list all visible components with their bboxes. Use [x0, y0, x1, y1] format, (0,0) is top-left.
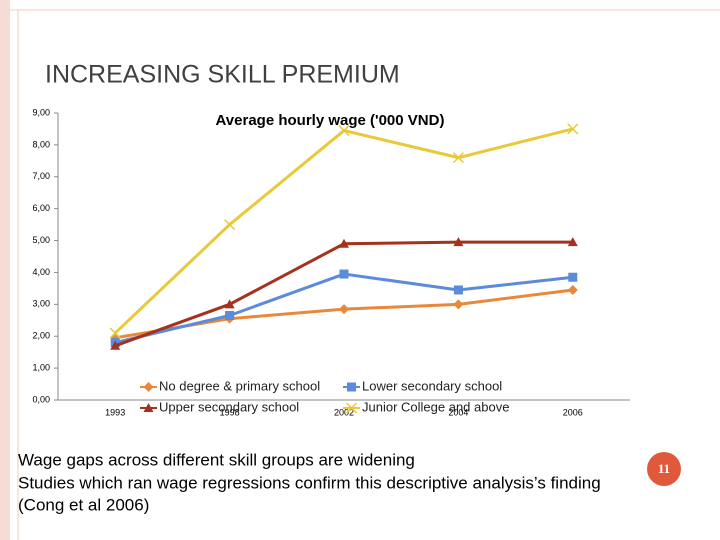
marker: [339, 269, 349, 279]
marker: [567, 123, 579, 135]
page-number: 11: [658, 461, 670, 476]
body-text: Wage gaps across different skill groups …: [18, 450, 415, 469]
chart-title: Average hourly wage ('000 VND): [216, 112, 445, 129]
y-tick-label: 7,00: [32, 171, 50, 181]
x-tick-label: 1998: [220, 407, 240, 417]
legend-marker: [347, 382, 356, 392]
marker: [339, 304, 349, 315]
marker: [224, 219, 236, 231]
slide-title: INCREASING SKILL PREMIUM: [45, 61, 400, 89]
marker: [453, 299, 464, 310]
body-text: Studies which ran wage regressions confi…: [18, 473, 601, 492]
y-tick-label: 2,00: [32, 331, 50, 341]
legend-label: Lower secondary school: [362, 378, 502, 393]
x-tick-label: 2002: [334, 407, 354, 417]
marker: [339, 238, 349, 248]
x-tick-label: 2006: [563, 407, 583, 417]
y-tick-label: 9,00: [32, 107, 50, 117]
y-tick-label: 3,00: [32, 299, 50, 309]
legend-marker: [143, 382, 154, 392]
left-border: [0, 0, 10, 540]
plot: 0,00 1,00 2,00 3,00 4,00 5,00 6,00 7,00 8,00 9,00…: [32, 107, 630, 417]
legend-marker: [143, 403, 154, 412]
page-badge: [647, 452, 681, 486]
legend-marker: [345, 402, 358, 414]
marker: [567, 284, 578, 295]
y-tick-label: 0,00: [32, 394, 50, 404]
legend-label: Junior College and above: [362, 399, 509, 414]
x-tick-label: 1993: [105, 407, 125, 417]
marker: [568, 272, 578, 282]
y-tick-label: 1,00: [32, 362, 50, 372]
marker: [452, 152, 464, 164]
marker: [225, 310, 235, 320]
marker: [567, 237, 578, 247]
legend-label: No degree & primary school: [159, 378, 320, 393]
marker: [453, 237, 464, 247]
body-text: (Cong et al 2006): [18, 495, 149, 514]
y-tick-label: 4,00: [32, 267, 50, 277]
marker: [453, 285, 463, 295]
legend-label: Upper secondary school: [159, 399, 299, 414]
x-tick-label: 2004: [448, 407, 468, 417]
marker: [224, 299, 235, 309]
y-tick-label: 8,00: [32, 139, 50, 149]
marker: [109, 327, 121, 339]
y-tick-label: 6,00: [32, 203, 50, 213]
y-tick-label: 5,00: [32, 235, 50, 245]
marker: [338, 125, 350, 137]
marker: [110, 340, 121, 350]
